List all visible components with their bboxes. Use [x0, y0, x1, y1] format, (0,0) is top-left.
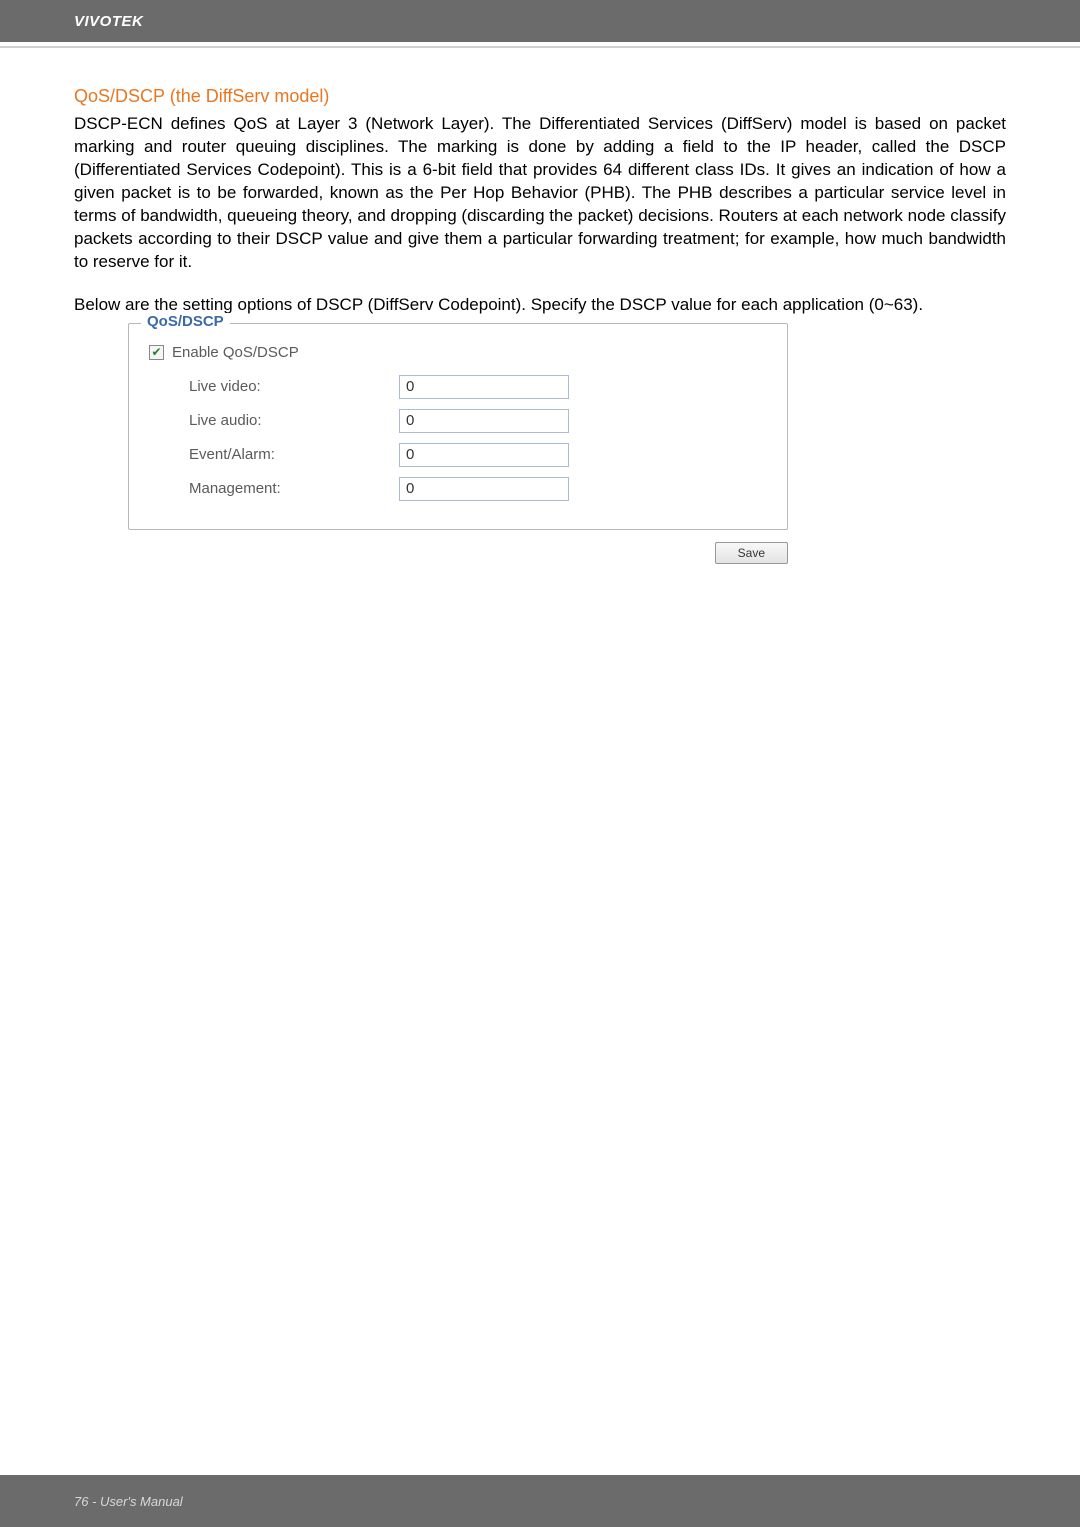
enable-qos-label: Enable QoS/DSCP	[172, 344, 299, 361]
management-input[interactable]	[399, 477, 569, 501]
footer-text: 76 - User's Manual	[74, 1494, 183, 1509]
qos-fieldset-wrapper: QoS/DSCP ✔ Enable QoS/DSCP Live video: L…	[128, 323, 788, 530]
fieldset-legend: QoS/DSCP	[141, 313, 230, 330]
enable-qos-row: ✔ Enable QoS/DSCP	[149, 344, 767, 361]
check-icon: ✔	[151, 346, 161, 358]
live-video-label: Live video:	[189, 378, 399, 395]
event-alarm-row: Event/Alarm:	[149, 443, 767, 467]
footer-bar: 76 - User's Manual	[0, 1475, 1080, 1527]
live-audio-input[interactable]	[399, 409, 569, 433]
content-area: QoS/DSCP (the DiffServ model) DSCP-ECN d…	[0, 48, 1080, 564]
management-row: Management:	[149, 477, 767, 501]
management-label: Management:	[189, 480, 399, 497]
header-bar: VIVOTEK	[0, 0, 1080, 42]
event-alarm-input[interactable]	[399, 443, 569, 467]
qos-fieldset: QoS/DSCP ✔ Enable QoS/DSCP Live video: L…	[128, 323, 788, 530]
live-audio-label: Live audio:	[189, 412, 399, 429]
live-video-row: Live video:	[149, 375, 767, 399]
save-button[interactable]: Save	[715, 542, 788, 564]
live-audio-row: Live audio:	[149, 409, 767, 433]
live-video-input[interactable]	[399, 375, 569, 399]
paragraph-1: DSCP-ECN defines QoS at Layer 3 (Network…	[74, 113, 1006, 274]
event-alarm-label: Event/Alarm:	[189, 446, 399, 463]
enable-qos-checkbox[interactable]: ✔	[149, 345, 164, 360]
brand-logo: VIVOTEK	[74, 13, 143, 30]
section-title: QoS/DSCP (the DiffServ model)	[74, 86, 1006, 107]
save-row: Save	[128, 542, 788, 564]
